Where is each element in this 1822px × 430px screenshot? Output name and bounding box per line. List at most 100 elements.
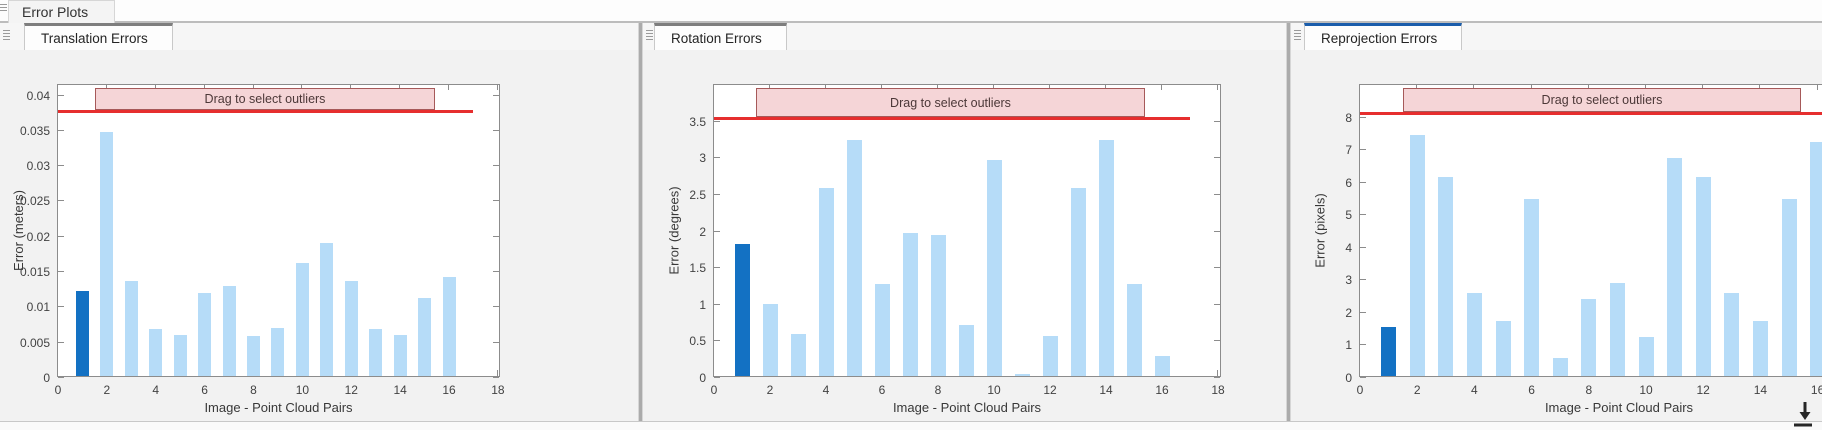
figure-area: Error (degrees) Image - Point Cloud Pair… — [643, 50, 1286, 421]
error-bar[interactable] — [1127, 284, 1142, 376]
error-bar[interactable] — [875, 284, 890, 376]
error-bar[interactable] — [1553, 358, 1568, 376]
y-tick-label: 1 — [699, 297, 706, 312]
x-tick-label: 14 — [1753, 383, 1768, 397]
drag-to-select-outliers-band[interactable]: Drag to select outliers — [756, 88, 1145, 117]
error-bar[interactable] — [247, 336, 260, 376]
grip-icon[interactable] — [646, 30, 653, 40]
x-tick-mark — [1359, 85, 1360, 90]
error-bar-selected[interactable] — [1381, 327, 1396, 376]
grip-icon[interactable] — [1294, 30, 1301, 40]
error-bar[interactable] — [198, 293, 211, 376]
y-tick-label: 8 — [1345, 110, 1352, 125]
error-bar[interactable] — [174, 335, 187, 376]
error-bar[interactable] — [1410, 135, 1425, 376]
error-bar-selected[interactable] — [76, 291, 89, 376]
error-bar[interactable] — [903, 233, 918, 376]
y-tick-mark — [714, 193, 720, 195]
x-tick-label: 8 — [1585, 383, 1593, 397]
error-bar[interactable] — [1696, 177, 1711, 376]
error-bar[interactable] — [1496, 321, 1511, 376]
x-tick-mark — [1217, 85, 1218, 90]
error-bar[interactable] — [345, 281, 358, 376]
x-tick-label: 14 — [393, 383, 407, 397]
drag-to-select-outliers-band[interactable]: Drag to select outliers — [1403, 88, 1801, 112]
error-bar[interactable] — [819, 188, 834, 376]
error-bar[interactable] — [1467, 293, 1482, 376]
error-bar-selected[interactable] — [735, 244, 750, 376]
drag-to-select-outliers-band[interactable]: Drag to select outliers — [95, 88, 435, 110]
error-bar[interactable] — [296, 263, 309, 376]
tab-reprojection-errors[interactable]: Reprojection Errors — [1304, 23, 1463, 50]
error-bar[interactable] — [1438, 177, 1453, 376]
x-tick-label: 12 — [1043, 383, 1057, 397]
error-bar[interactable] — [149, 329, 162, 376]
error-bar[interactable] — [1155, 356, 1170, 376]
x-tick-mark — [1217, 370, 1218, 376]
y-tick-mark — [58, 165, 64, 167]
error-bar[interactable] — [847, 140, 862, 376]
document-tab-strip: Error Plots — [0, 0, 1822, 23]
y-tick-label: 1 — [1345, 338, 1352, 353]
y-tick-label: 0.03 — [26, 159, 50, 174]
y-tick-mark — [1360, 311, 1366, 313]
error-bar[interactable] — [1667, 158, 1682, 376]
error-bar[interactable] — [1782, 199, 1797, 376]
y-tick-mark — [1214, 157, 1220, 159]
error-bar[interactable] — [320, 243, 333, 376]
error-bar[interactable] — [1071, 188, 1086, 376]
error-bar[interactable] — [987, 160, 1002, 376]
tab-translation-errors[interactable]: Translation Errors — [24, 23, 173, 50]
error-bar[interactable] — [1724, 293, 1739, 376]
x-tick-mark — [1702, 85, 1704, 90]
x-tick-label: 12 — [1696, 383, 1710, 397]
y-tick-mark — [493, 129, 499, 131]
error-bar[interactable] — [1015, 374, 1030, 376]
y-tick-mark — [493, 377, 499, 378]
tab-rotation-errors[interactable]: Rotation Errors — [654, 23, 787, 50]
error-bar[interactable] — [369, 329, 382, 376]
error-bar[interactable] — [791, 334, 806, 376]
y-tick-mark — [1214, 267, 1220, 269]
y-tick-label: 0.01 — [26, 300, 50, 315]
tab-error-plots[interactable]: Error Plots — [8, 0, 116, 23]
x-tick-mark — [57, 85, 58, 90]
y-tick-label: 0.5 — [689, 334, 706, 349]
error-bar[interactable] — [100, 132, 113, 376]
x-tick-mark — [1161, 85, 1162, 90]
y-tick-mark — [58, 129, 64, 131]
x-tick-mark — [496, 85, 498, 90]
error-bar[interactable] — [1639, 337, 1654, 376]
panel-divider[interactable] — [1286, 23, 1291, 421]
error-bar[interactable] — [394, 335, 407, 376]
error-bar[interactable] — [443, 277, 456, 376]
error-bar[interactable] — [1099, 140, 1114, 376]
panel-reprojection-errors: Reprojection Errors Error (pixels) Image… — [1291, 23, 1822, 421]
error-bar[interactable] — [418, 298, 431, 376]
error-bar[interactable] — [1043, 336, 1058, 376]
x-tick-label: 8 — [934, 383, 942, 397]
grip-icon[interactable] — [3, 30, 10, 40]
error-bar[interactable] — [1753, 321, 1768, 376]
x-tick-mark — [713, 370, 714, 376]
y-tick-mark — [493, 94, 499, 96]
y-tick-mark — [1214, 340, 1220, 342]
error-bar[interactable] — [223, 286, 236, 376]
error-bar[interactable] — [763, 304, 778, 376]
down-arrow-icon[interactable] — [1790, 399, 1816, 429]
error-bar[interactable] — [1810, 142, 1822, 376]
grip-icon[interactable] — [0, 4, 7, 11]
y-tick-mark — [58, 377, 64, 378]
x-tick-mark — [301, 85, 303, 90]
panel-rotation-errors: Rotation Errors Error (degrees) Image - … — [643, 23, 1286, 421]
tab-translation-errors-label: Translation Errors — [41, 30, 148, 46]
error-bar[interactable] — [959, 325, 974, 376]
error-bar[interactable] — [271, 328, 284, 376]
error-bar[interactable] — [931, 235, 946, 376]
y-tick-label: 0.04 — [26, 88, 50, 103]
error-bar[interactable] — [1610, 283, 1625, 376]
error-bar[interactable] — [125, 281, 138, 376]
error-bar[interactable] — [1581, 299, 1596, 376]
error-bar[interactable] — [1524, 199, 1539, 376]
panel-divider[interactable] — [638, 23, 643, 421]
